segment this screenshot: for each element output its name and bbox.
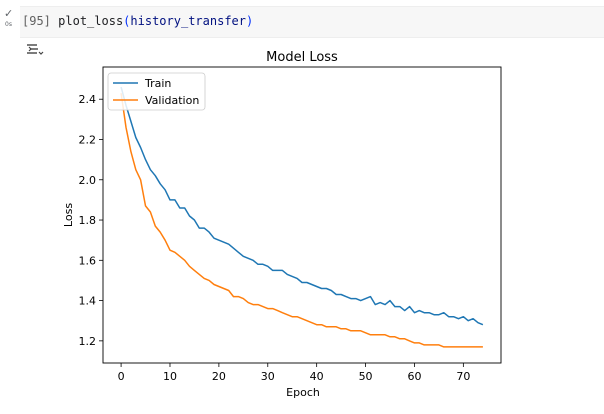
y-tick-label: 2.4 <box>79 93 97 106</box>
output-toggle-button[interactable] <box>24 40 44 60</box>
y-tick-label: 1.4 <box>79 295 97 308</box>
execution-time: 0s <box>5 21 12 28</box>
x-tick-label: 0 <box>118 370 125 383</box>
validation-loss-line <box>120 93 483 348</box>
legend-train-label: Train <box>144 77 171 90</box>
legend-validation-label: Validation <box>145 94 199 107</box>
x-tick-label: 10 <box>163 370 177 383</box>
y-tick-label: 2.2 <box>79 133 97 146</box>
y-tick-label: 1.6 <box>79 254 97 267</box>
code-argument: history_transfer <box>130 14 246 28</box>
cell-gutter: ✓ 0s <box>0 0 30 40</box>
x-tick-label: 50 <box>359 370 373 383</box>
code-cell[interactable]: [95] plot_loss(history_transfer) <box>20 6 604 38</box>
y-tick-label: 2.0 <box>79 174 97 187</box>
plot-area <box>102 66 502 364</box>
chart-title: Model Loss <box>266 50 338 65</box>
check-icon: ✓ <box>4 7 14 20</box>
run-status[interactable]: ✓ 0s <box>4 8 20 32</box>
code-open-paren: ( <box>123 14 131 28</box>
output-toggle-icon <box>27 44 44 55</box>
x-tick-label: 40 <box>310 370 324 383</box>
x-tick-label: 20 <box>212 370 226 383</box>
code-close-paren: ) <box>246 14 254 28</box>
x-tick-label: 60 <box>407 370 421 383</box>
x-tick-label: 70 <box>456 370 470 383</box>
execution-count: [95] <box>22 14 51 28</box>
y-tick-label: 1.8 <box>79 214 97 227</box>
y-tick-label: 1.2 <box>79 335 97 348</box>
y-axis-label: Loss <box>62 203 75 227</box>
code-function-name: plot_loss <box>58 14 124 28</box>
x-axis-label: Epoch <box>286 386 320 399</box>
code-line[interactable]: [95] plot_loss(history_transfer) <box>22 13 253 29</box>
chart-legend: Train Validation <box>107 72 206 111</box>
train-loss-line <box>120 86 484 326</box>
x-tick-label: 30 <box>261 370 275 383</box>
